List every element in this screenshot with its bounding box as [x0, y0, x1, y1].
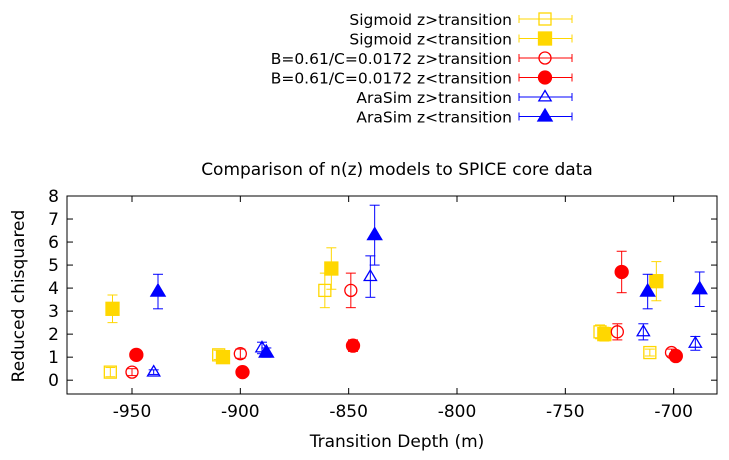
plot-border	[66, 195, 718, 395]
data-point	[235, 364, 250, 380]
data-point	[691, 280, 708, 295]
series-1	[103, 272, 657, 379]
y-axis-label: Reduced chisquared	[9, 210, 29, 383]
data-point	[149, 282, 167, 297]
series-6	[149, 204, 708, 358]
y-tick-label: 4	[48, 279, 59, 299]
legend-item: B=0.61/C=0.0172 z>transition	[271, 50, 573, 68]
series-4	[129, 250, 683, 380]
data-point	[344, 283, 358, 298]
data-marks	[103, 204, 708, 380]
legend-item: AraSim z>transition	[356, 89, 573, 107]
legend-marker	[537, 89, 553, 102]
y-tick-label: 7	[48, 210, 59, 230]
data-point	[610, 325, 624, 339]
data-point	[103, 365, 117, 379]
legend-item: Sigmoid z<transition	[349, 31, 573, 49]
y-tick-label: 5	[48, 256, 59, 276]
y-tick-label: 0	[48, 371, 59, 391]
data-point	[345, 338, 361, 353]
legend-marker	[537, 31, 553, 46]
x-tick-label: -950	[113, 402, 152, 422]
data-point	[125, 365, 139, 379]
legend-item: Sigmoid z>transition	[349, 11, 573, 29]
data-point	[668, 348, 683, 364]
data-point	[318, 283, 332, 298]
x-tick-label: -700	[654, 402, 693, 422]
data-point	[639, 282, 656, 297]
data-point	[649, 274, 664, 289]
legend-label: B=0.61/C=0.0172 z<transition	[271, 70, 512, 88]
legend-label: B=0.61/C=0.0172 z>transition	[271, 50, 512, 68]
legend-label: Sigmoid z>transition	[349, 11, 512, 29]
data-point	[324, 261, 339, 276]
data-point	[363, 268, 378, 282]
legend: Sigmoid z>transition Sigmoid z<transition…	[271, 11, 573, 127]
data-point	[614, 264, 629, 280]
data-point	[129, 347, 144, 363]
data-point	[233, 347, 247, 361]
legend-item: AraSim z<transition	[356, 107, 573, 127]
y-tick-label: 2	[48, 325, 59, 345]
data-point	[146, 364, 161, 377]
data-point	[643, 345, 657, 360]
legend-marker	[538, 12, 552, 26]
legend-label: AraSim z>transition	[356, 89, 512, 107]
y-tick-label: 8	[48, 187, 59, 207]
data-point	[105, 301, 120, 316]
legend-marker	[538, 51, 552, 65]
legend-label: AraSim z<transition	[356, 109, 512, 127]
legend-item: B=0.61/C=0.0172 z<transition	[271, 70, 573, 88]
legend-marker	[537, 70, 553, 85]
x-tick-label: -900	[221, 402, 260, 422]
x-tick-label: -800	[438, 402, 477, 422]
plot-area	[66, 195, 718, 395]
x-tick-label: -850	[329, 402, 368, 422]
series-2	[105, 247, 664, 365]
legend-marker	[536, 107, 554, 122]
data-point	[215, 350, 231, 365]
x-axis-label: Transition Depth (m)	[309, 432, 485, 452]
data-point	[597, 326, 612, 342]
y-tick-label: 6	[48, 233, 59, 253]
data-point	[636, 324, 651, 337]
y-tick-label: 3	[48, 302, 59, 322]
chart-title: Comparison of n(z) models to SPICE core …	[201, 160, 593, 180]
legend-label: Sigmoid z<transition	[349, 31, 512, 49]
data-point	[688, 335, 703, 348]
x-tick-label: -750	[546, 402, 585, 422]
axes: 0 1 2 3 4 5 6 7 8 -950 -900 -850 -800 -750 -700	[48, 187, 717, 422]
data-point	[366, 226, 383, 241]
y-tick-label: 1	[48, 348, 59, 368]
data-point	[258, 343, 275, 358]
